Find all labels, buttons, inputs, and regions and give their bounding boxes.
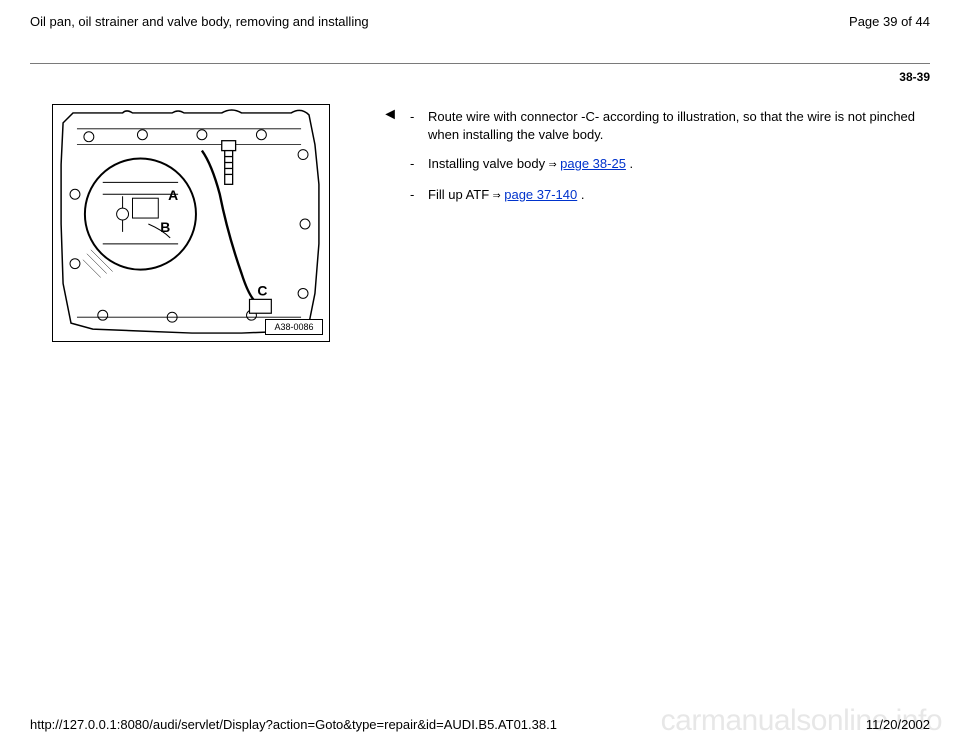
valve-body-diagram: A B C <box>53 105 329 341</box>
instruction-text-span: Installing valve body <box>428 156 549 171</box>
instruction-text-span: Fill up ATF <box>428 187 493 202</box>
instruction-item: - Fill up ATF ⇒ page 37-140 . <box>410 186 920 205</box>
instruction-text: Fill up ATF ⇒ page 37-140 . <box>422 186 920 205</box>
diagram-label-A: A <box>168 187 178 203</box>
page-link[interactable]: page 38-25 <box>560 156 626 171</box>
diagram-label-B: B <box>160 219 170 235</box>
section-ref: 38-39 <box>30 70 930 84</box>
pointer-arrow-icon: ◄ <box>376 104 404 124</box>
figure-code: A38-0086 <box>265 319 323 335</box>
link-arrow-icon: ⇒ <box>493 188 501 203</box>
instruction-suffix: . <box>626 156 633 171</box>
footer-date: 11/20/2002 <box>866 717 930 732</box>
bullet: - <box>410 155 422 174</box>
instruction-suffix: . <box>577 187 584 202</box>
header-divider <box>30 63 930 64</box>
page-link[interactable]: page 37-140 <box>504 187 577 202</box>
instruction-text: Route wire with connector -C- according … <box>422 108 920 143</box>
instruction-list: - Route wire with connector -C- accordin… <box>404 104 930 216</box>
instruction-item: - Installing valve body ⇒ page 38-25 . <box>410 155 920 174</box>
bullet: - <box>410 186 422 205</box>
diagram-label-C: C <box>257 282 267 298</box>
footer-url: http://127.0.0.1:8080/audi/servlet/Displ… <box>30 717 557 732</box>
instruction-text-span: Route wire with connector -C- according … <box>428 109 915 142</box>
link-arrow-icon: ⇒ <box>549 157 557 172</box>
bullet: - <box>410 108 422 143</box>
instruction-text: Installing valve body ⇒ page 38-25 . <box>422 155 920 174</box>
page-counter: Page 39 of 44 <box>849 14 930 29</box>
instruction-item: - Route wire with connector -C- accordin… <box>410 108 920 143</box>
illustration-frame: A B C A38-0086 <box>52 104 330 342</box>
page-title: Oil pan, oil strainer and valve body, re… <box>30 14 369 29</box>
